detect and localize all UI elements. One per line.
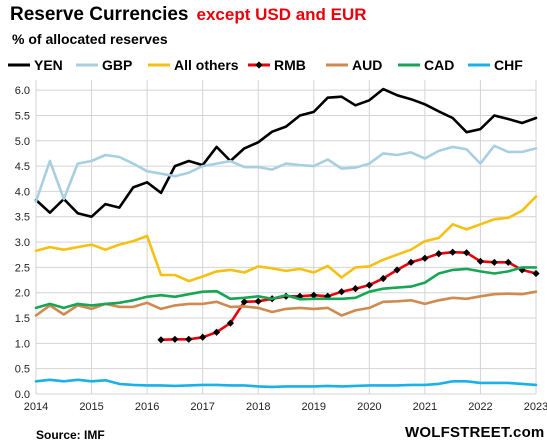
legend-item-rmb: RMB (248, 57, 306, 73)
series-line-aud (34, 290, 538, 317)
y-tick-label: 2.5 (15, 262, 30, 274)
data-point (212, 328, 221, 336)
legend-label: CAD (424, 57, 454, 73)
data-point (532, 269, 540, 278)
legend-label: RMB (274, 57, 306, 73)
x-tick-label: 2020 (357, 401, 381, 413)
x-tick-label: 2021 (413, 401, 437, 413)
data-point (504, 258, 512, 266)
data-point (199, 333, 207, 341)
x-tick-label: 2023 (524, 401, 547, 413)
legend-item-all-others: All others (148, 57, 239, 73)
y-tick-label: 5.0 (15, 136, 30, 148)
legend: YEN GBP All others RMB AUD CAD CHF (8, 57, 523, 73)
data-point (254, 297, 262, 305)
chart-title: Reserve Currencies except USD and EUR (10, 4, 367, 26)
data-point (365, 281, 373, 289)
x-tick-label: 2022 (468, 401, 492, 413)
x-tick-label: 2019 (302, 401, 326, 413)
data-point (171, 335, 179, 343)
legend-item-cad: CAD (398, 57, 454, 73)
data-point (449, 248, 457, 256)
grid (35, 80, 537, 395)
legend-item-chf: CHF (468, 57, 523, 73)
x-tick-label: 2016 (135, 401, 159, 413)
data-point (435, 250, 443, 258)
data-point (310, 291, 318, 299)
series-line-cad (34, 266, 538, 310)
data-point (393, 266, 401, 274)
series-line-gbp (34, 144, 538, 203)
y-tick-label: 0.0 (15, 389, 30, 401)
series-line-yen (34, 87, 538, 218)
legend-item-gbp: GBP (76, 57, 132, 73)
data-point (351, 285, 360, 293)
series-lines (34, 87, 540, 389)
data-point (476, 257, 485, 265)
axes: 0.0 0.5 1.0 1.5 2.0 2.5 3.0 3.5 4.0 4.5 5.0 5.5 6.0 2… (15, 85, 547, 413)
chart-title-main: Reserve Currencies (10, 4, 189, 25)
data-point (462, 249, 471, 257)
legend-marker (255, 61, 263, 69)
series-yen (34, 87, 538, 218)
series-all-others (34, 195, 538, 283)
series-cad (34, 266, 538, 310)
legend-label: All others (174, 57, 239, 73)
series-line-all-others (34, 195, 538, 283)
y-tick-label: 6.0 (15, 85, 30, 97)
y-tick-label: 1.0 (15, 338, 30, 350)
data-point (407, 258, 415, 266)
x-tick-label: 2015 (79, 401, 103, 413)
series-rmb (157, 248, 540, 344)
data-point (226, 319, 235, 327)
legend-label: CHF (494, 57, 523, 73)
chart-title-highlight: except USD and EUR (196, 5, 367, 24)
series-chf (34, 378, 538, 389)
data-point (379, 274, 387, 283)
data-point (157, 336, 165, 344)
y-tick-label: 1.5 (15, 313, 30, 325)
data-point (337, 288, 346, 296)
x-tick-label: 2014 (24, 401, 48, 413)
y-tick-label: 3.0 (15, 237, 30, 249)
y-tick-label: 5.5 (15, 110, 30, 122)
chart-subtitle: % of allocated reserves (12, 31, 168, 47)
brand-logo: WOLFSTREET.com (405, 424, 545, 441)
y-tick-label: 4.0 (15, 186, 30, 198)
legend-label: AUD (352, 57, 382, 73)
series-line-rmb (159, 250, 538, 342)
x-tick-label: 2017 (190, 401, 214, 413)
source-note: Source: IMF (36, 428, 105, 442)
data-point (240, 298, 248, 306)
series-line-chf (34, 378, 538, 389)
legend-label: GBP (102, 57, 132, 73)
legend-item-aud: AUD (326, 57, 382, 73)
data-point (185, 335, 193, 343)
series-gbp (34, 144, 538, 203)
data-point (421, 254, 429, 262)
y-tick-label: 0.5 (15, 364, 30, 376)
legend-label: YEN (34, 57, 63, 73)
y-tick-label: 2.0 (15, 288, 30, 300)
y-tick-label: 4.5 (15, 161, 30, 173)
y-tick-label: 3.5 (15, 212, 30, 224)
data-point (296, 292, 304, 300)
series-aud (34, 290, 538, 317)
legend-item-yen: YEN (8, 57, 63, 73)
data-point (490, 258, 498, 266)
x-tick-label: 2018 (246, 401, 270, 413)
